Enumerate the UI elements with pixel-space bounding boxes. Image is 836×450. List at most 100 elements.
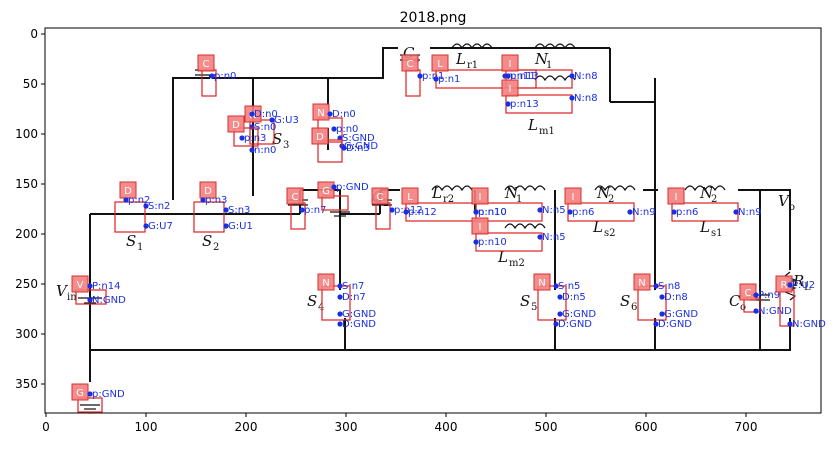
pin-dot [327, 111, 333, 117]
component-annotation: R P:U2N:GND [775, 275, 826, 330]
circuit-symbol-label: N2 [699, 184, 717, 205]
circuit-symbol-sub: o [789, 202, 795, 213]
pin-label: D:n3 [346, 143, 370, 154]
pin-label: p:n2 [128, 195, 150, 206]
component-type-badge [501, 79, 519, 97]
pin-dot [337, 294, 343, 300]
component-type-badge [286, 187, 304, 205]
component-type-letter: L [437, 59, 443, 70]
pin-dot [659, 294, 665, 300]
component-type-badge [71, 383, 89, 401]
pin-label: S:n7 [342, 281, 364, 292]
circuit-symbol-label: N1 [534, 50, 552, 71]
component-type-letter: G [322, 186, 330, 197]
component-type-letter: I [479, 192, 482, 203]
pin-label: D:n5 [562, 292, 586, 303]
pin-dot [337, 135, 343, 141]
pin-dot [299, 207, 305, 213]
component-annotation: Ip:n10 N:n5 [471, 217, 566, 252]
component-bounding-box [321, 285, 351, 321]
pin-label: N:n8 [574, 71, 598, 82]
component-type-letter: D [232, 120, 240, 131]
pin-label: p:GND [336, 182, 369, 193]
component-type-letter: C [203, 59, 210, 70]
circuit-symbol-sub: 1 [546, 60, 552, 71]
component-type-letter: I [509, 84, 512, 95]
circuit-symbol-main: S [272, 130, 282, 148]
pin-label: D:n0 [332, 109, 356, 120]
component-type-badge [199, 181, 217, 199]
pin-dot [269, 117, 275, 123]
component-type-badge [227, 115, 245, 133]
circuit-symbol-sub: 2 [608, 194, 614, 205]
pin-label: G:GND [562, 309, 596, 320]
pin-dot [143, 203, 149, 209]
pin-dot [331, 184, 337, 190]
circuit-symbol-main: L [592, 218, 603, 236]
pin-dot [653, 321, 659, 327]
component-type-badge [71, 275, 89, 293]
pin-label: N:GND [92, 295, 126, 306]
circuit-symbol-main: R [792, 272, 804, 290]
pin-label: D:n8 [664, 292, 688, 303]
circuit-symbol-sub: in [67, 292, 77, 303]
pin-dot [787, 282, 793, 288]
component-annotation: Dp:n3S:n3 G:U1 [193, 181, 253, 233]
pin-label: S:n2 [148, 201, 170, 212]
component-annotation: Dp:n3n:n0 [227, 115, 276, 156]
pin-label: G:GND [342, 309, 376, 320]
pin-label: G:GND [664, 309, 698, 320]
y-tick-label: 100 [15, 127, 38, 141]
pin-dot [341, 145, 347, 151]
component-bounding-box [317, 139, 343, 163]
component-annotation: Ip:n6 N:n9 [667, 187, 762, 222]
pin-label: n:n10 [478, 207, 507, 218]
circuit-symbol-sub: r1 [467, 60, 478, 71]
circuit-symbol-main: S [202, 232, 212, 250]
pin-label: D:GND [558, 319, 592, 330]
pin-label: D:n7 [342, 292, 366, 303]
pin-dot [209, 73, 215, 79]
component-type-badge [311, 127, 329, 145]
circuit-symbol-main: C [729, 292, 741, 310]
pin-label: n:n11 [507, 71, 536, 82]
component-bounding-box [193, 201, 225, 233]
pin-label: S:n3 [228, 205, 250, 216]
pin-dot [659, 311, 665, 317]
pin-label: N:GND [792, 319, 826, 330]
pin-label: G:U7 [148, 221, 173, 232]
pin-label: N:n5 [542, 205, 566, 216]
pin-label: N:n9 [738, 207, 762, 218]
pin-dot [505, 73, 511, 79]
pin-dot [337, 283, 343, 289]
pin-dot [123, 197, 129, 203]
circuit-symbol-sub: r2 [443, 194, 454, 205]
component-annotation: Cp:n7 [286, 187, 326, 230]
component-bounding-box [637, 285, 667, 321]
pin-dot [249, 111, 255, 117]
y-tick-label: 300 [15, 327, 38, 341]
pin-label: S:GND [342, 133, 375, 144]
pin-dot [223, 207, 229, 213]
component-type-letter: I [509, 59, 512, 70]
component-type-letter: G [76, 388, 84, 399]
y-tick-label: 350 [15, 377, 38, 391]
circuit-symbol-sub: 4 [318, 302, 324, 313]
pin-label: p:n3 [205, 195, 227, 206]
component-type-badge [739, 283, 757, 301]
pin-label: D:n0 [254, 109, 278, 120]
component-type-letter: C [377, 192, 384, 203]
circuit-symbol-sub: 3 [283, 140, 289, 151]
x-tick-label: 0 [42, 420, 50, 434]
pin-label: n:n0 [254, 145, 276, 156]
component-type-letter: C [745, 288, 752, 299]
pin-label: p:n7 [304, 205, 326, 216]
pin-label: N:n8 [574, 93, 598, 104]
